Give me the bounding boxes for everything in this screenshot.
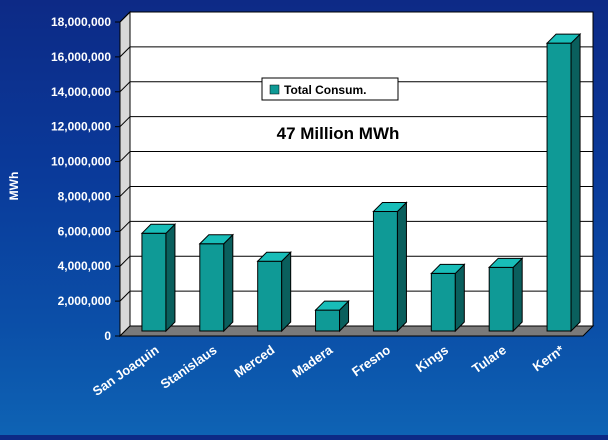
total-annotation: 47 Million MWh (277, 124, 400, 143)
x-tick-label: Madera (289, 342, 336, 381)
plot-floor (118, 325, 595, 337)
y-axis-label: MWh (7, 172, 21, 201)
bar-front (141, 232, 167, 332)
gridline-depth (119, 151, 131, 162)
y-tick-label: 8,000,000 (58, 189, 112, 203)
bar (256, 251, 292, 333)
legend: Total Consum. (261, 77, 399, 101)
y-axis: 0 2,000,000 4,000,000 6,000,000 8,000,000 10,… (51, 15, 120, 343)
y-tick-label: 0 (104, 329, 111, 343)
bar-front (257, 260, 283, 332)
bar (372, 201, 408, 333)
x-tick-label: Kern* (530, 342, 568, 375)
bar-top (372, 202, 408, 213)
y-tick-label: 18,000,000 (51, 15, 111, 29)
legend-swatch (269, 84, 280, 95)
bar-top (545, 33, 582, 44)
legend-box (261, 77, 399, 101)
bar-front (315, 309, 341, 332)
bar-front (546, 42, 572, 332)
gridline-depth (119, 255, 131, 267)
x-tick-label: Kings (413, 342, 451, 375)
y-tick-label: 6,000,000 (58, 224, 112, 238)
legend-label: Total Consum. (284, 83, 366, 97)
gridline-depth (119, 290, 131, 302)
x-tick-label: Merced (232, 342, 278, 380)
gridline-depth (119, 11, 131, 23)
bar-top (140, 223, 177, 234)
bar (314, 299, 350, 333)
bar-front (488, 266, 514, 332)
y-tick-label: 12,000,000 (51, 120, 111, 134)
y-tick-label: 16,000,000 (51, 50, 111, 64)
bar-front (430, 272, 456, 332)
y-tick-label: 14,000,000 (51, 85, 111, 99)
y-tick-label: 2,000,000 (58, 294, 112, 308)
bar-top (487, 257, 524, 268)
gridline-depth (119, 186, 131, 197)
y-tick-label: 4,000,000 (58, 259, 112, 273)
x-tick-label: San Joaquin (90, 342, 162, 399)
bars (140, 32, 582, 333)
bar-top (256, 251, 292, 262)
bar-side (396, 201, 407, 333)
bar-side (570, 32, 581, 333)
bar (430, 263, 466, 333)
bar-side (223, 233, 234, 333)
plot-side-wall (119, 10, 131, 338)
gridline-depth (119, 81, 131, 93)
x-tick-label: Fresno (349, 342, 393, 379)
bar-side (454, 263, 465, 333)
bar-top (314, 300, 350, 311)
bar-top (198, 234, 235, 245)
gridline-depth (119, 220, 131, 232)
gridline-depth (119, 116, 131, 128)
bar-front (199, 243, 225, 332)
bar-top (430, 263, 466, 274)
x-tick-label: Stanislaus (158, 342, 220, 392)
bar-front (372, 211, 398, 332)
gridline-depth (119, 46, 131, 58)
bar-side (512, 257, 523, 333)
x-tick-label: Tulare (469, 342, 509, 376)
bar (545, 32, 582, 333)
bar (140, 223, 177, 333)
bar-side (165, 223, 176, 333)
bar-side (281, 251, 292, 333)
y-tick-label: 10,000,000 (51, 155, 111, 169)
bar (198, 233, 235, 333)
bar (487, 257, 524, 333)
